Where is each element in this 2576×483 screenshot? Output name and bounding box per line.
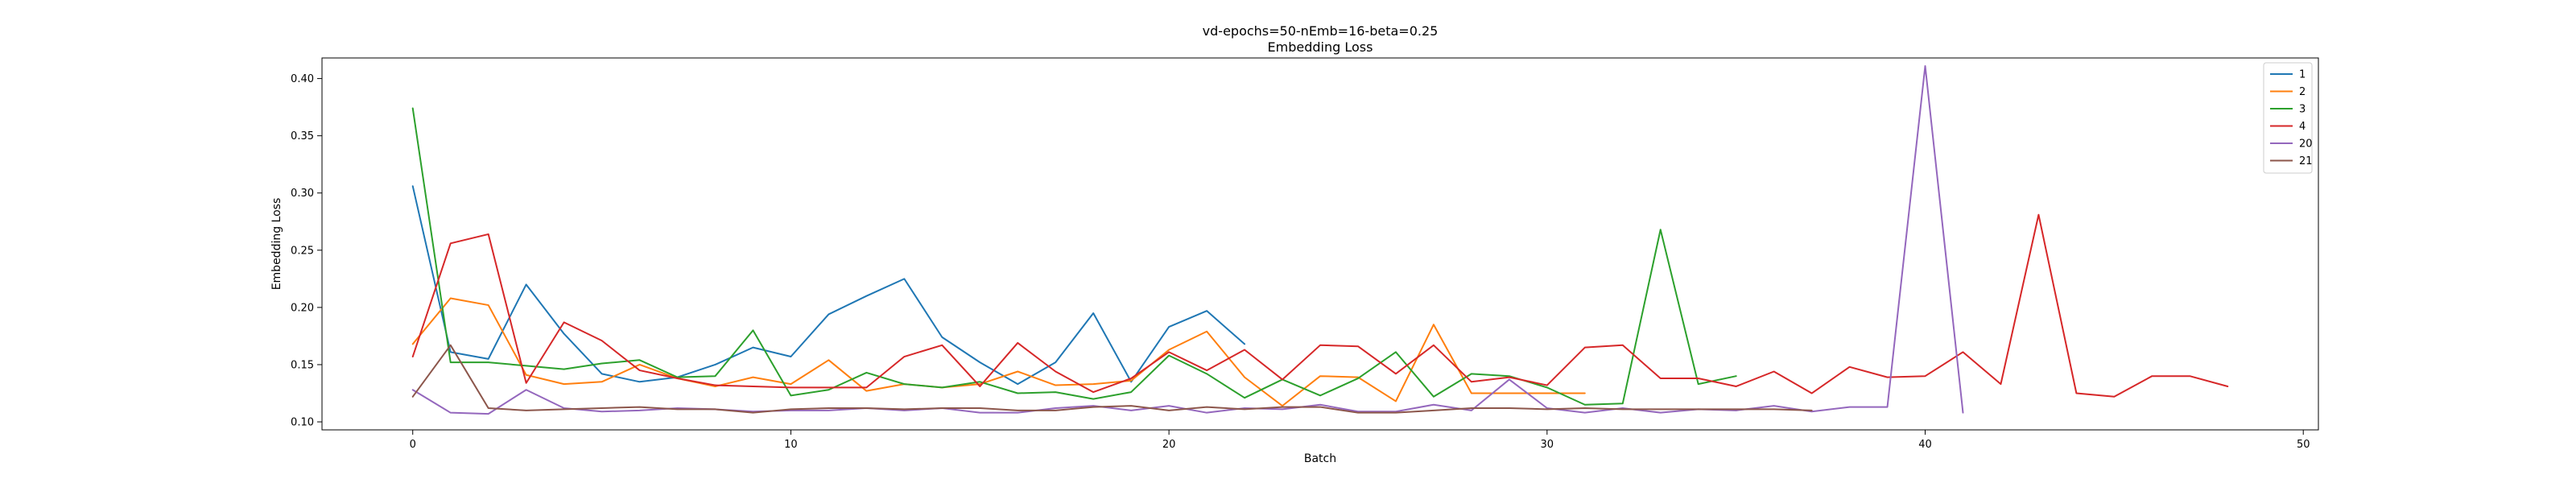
x-tick-label: 30 [1541,439,1554,451]
series-line-1 [411,185,1246,386]
x-axis-label: Batch [1304,452,1336,465]
x-tick-label: 10 [784,439,798,451]
legend-box [2263,62,2313,174]
y-tick-label: 0.35 [291,130,314,142]
chart-title: vd-epochs=50-nEmb=16-beta=0.25 [1203,23,1439,39]
x-tick-label: 40 [1918,439,1932,451]
y-tick-label: 0.15 [291,359,314,371]
y-tick-label: 0.25 [291,245,314,257]
legend-label-1: 1 [2299,69,2306,81]
y-tick-label: 0.40 [291,73,314,85]
legend-label-4: 4 [2299,121,2306,133]
y-axis: 0.10 0.15 0.20 0.25 0.30 0.35 0.40 [291,73,322,429]
x-tick-label: 20 [1162,439,1176,451]
series-line-21 [411,344,1813,414]
x-tick-label: 50 [2297,439,2310,451]
chart-subtitle: Embedding Loss [1268,39,1373,55]
legend-label-20: 20 [2299,138,2313,151]
series-line-4 [411,213,2229,398]
legend-label-21: 21 [2299,155,2313,167]
legend: 1 2 3 4 20 21 [2263,62,2313,174]
x-axis: 0 10 20 30 40 50 [410,430,2310,451]
legend-label-3: 3 [2299,104,2306,116]
series-layer [411,64,2229,415]
y-tick-label: 0.10 [291,417,314,429]
y-tick-label: 0.20 [291,302,314,314]
plot-frame [321,57,2319,431]
series-line-2 [411,297,1586,407]
x-tick-label: 0 [410,439,416,451]
y-axis-label: Embedding Loss [270,198,283,291]
y-tick-label: 0.30 [291,188,314,200]
legend-label-2: 2 [2299,86,2306,98]
